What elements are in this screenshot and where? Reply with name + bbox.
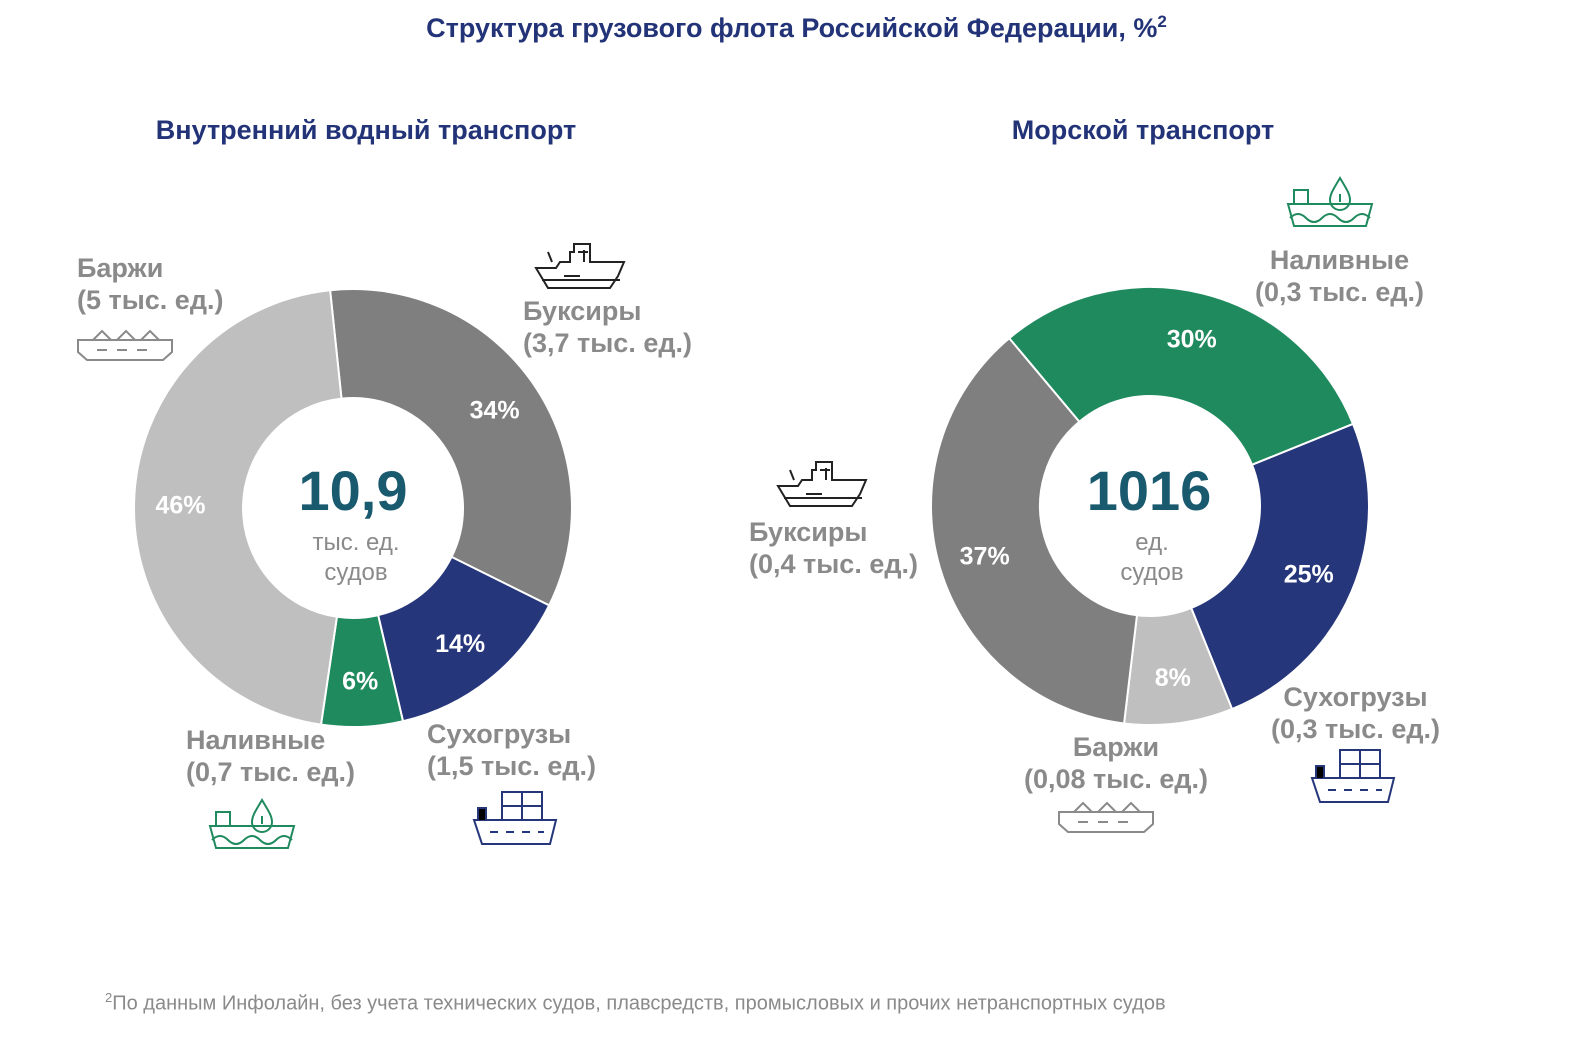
tanker-ship-icon: [1286, 176, 1374, 227]
slice-label-dry: 25%: [1284, 560, 1334, 588]
donut-inland: 34% 14% 6% 46%: [133, 288, 573, 728]
slice-label-barges: 46%: [156, 491, 206, 519]
tanker-ship-icon: [208, 798, 296, 849]
label-sea-tugs: Буксиры (0,4 тыс. ед.): [749, 517, 918, 579]
tug-icon: [534, 243, 626, 289]
barge-icon: [1058, 801, 1154, 833]
center-unit-sea-2: судов: [1120, 559, 1184, 586]
label-inland-tanker: Наливные (0,7 тыс. ед.): [186, 725, 355, 787]
label-sea-tanker: Наливные (0,3 тыс. ед.): [1255, 245, 1424, 307]
label-inland-barges: Баржи (5 тыс. ед.): [77, 253, 224, 315]
donut-hole: [243, 398, 463, 618]
label-inland-tugs: Буксиры (3,7 тыс. ед.): [523, 296, 692, 358]
center-unit-inland-1: тыс. ед.: [312, 529, 400, 556]
center-unit-sea-1: ед.: [1135, 529, 1169, 556]
slice-tugs: [930, 336, 1139, 725]
page-title: Структура грузового флота Российской Фед…: [426, 12, 1167, 43]
center-value-inland: 10,9: [298, 459, 408, 522]
slice-label-tanker: 6%: [342, 667, 378, 695]
center-value-sea: 1016: [1086, 459, 1212, 522]
slice-label-barges: 8%: [1155, 664, 1191, 692]
tug-icon: [776, 461, 868, 507]
footnote: 2По данным Инфолайн, без учета техническ…: [105, 990, 1166, 1015]
slice-label-dry: 14%: [435, 630, 485, 658]
donut-sea: 30% 25% 8% 37%: [930, 286, 1370, 726]
dry-cargo-ship-icon: [472, 791, 558, 845]
label-sea-dry: Сухогрузы (0,3 тыс. ед.): [1271, 682, 1440, 744]
barge-icon: [77, 329, 173, 361]
label-inland-dry: Сухогрузы (1,5 тыс. ед.): [427, 719, 596, 781]
slice-dry: [1189, 422, 1370, 711]
chart-title-inland: Внутренний водный транспорт: [155, 115, 577, 145]
slice-label-tanker: 30%: [1167, 326, 1217, 354]
chart-title-sea: Морской транспорт: [1011, 115, 1275, 145]
dry-cargo-ship-icon: [1310, 749, 1396, 803]
label-sea-barges: Баржи (0,08 тыс. ед.): [1024, 732, 1208, 794]
center-unit-inland-2: судов: [324, 559, 388, 586]
donut-hole: [1040, 396, 1260, 616]
slice-label-tugs: 37%: [960, 542, 1010, 570]
slice-label-tugs: 34%: [470, 397, 520, 425]
